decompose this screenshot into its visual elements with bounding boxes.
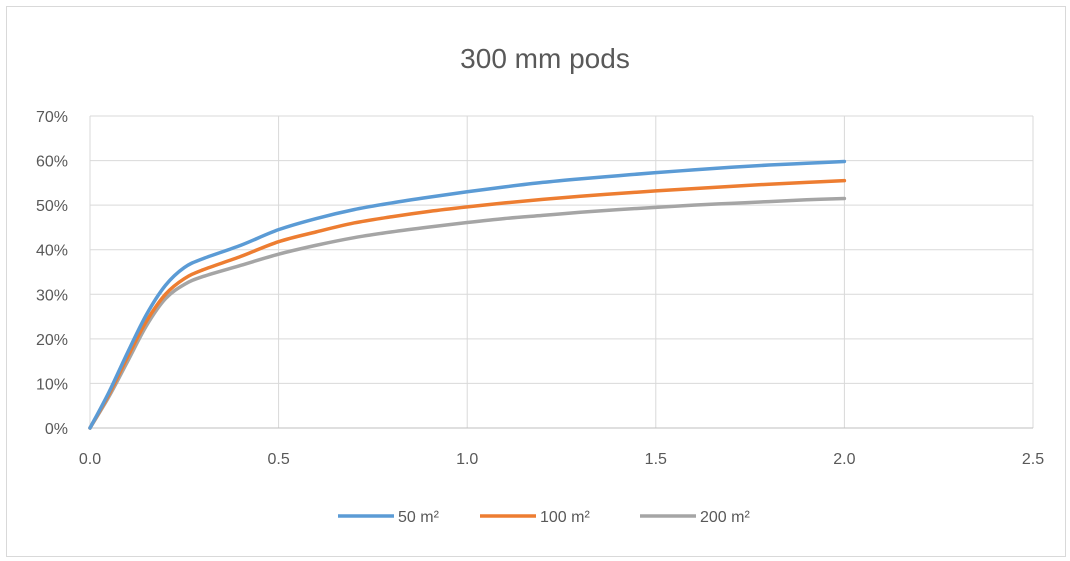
chart-title: 300 mm pods [460, 43, 630, 74]
x-tick-label: 2.0 [833, 451, 855, 468]
y-tick-label: 30% [36, 287, 68, 304]
y-tick-label: 70% [36, 109, 68, 126]
y-tick-label: 40% [36, 243, 68, 260]
y-tick-label: 50% [36, 198, 68, 215]
legend-label: 50 m² [398, 509, 440, 526]
legend-label: 200 m² [700, 509, 750, 526]
legend: 50 m² 100 m² 200 m² [338, 509, 750, 526]
x-tick-label: 0.5 [267, 451, 289, 468]
y-tick-label: 20% [36, 332, 68, 349]
x-tick-label: 1.5 [645, 451, 667, 468]
legend-label: 100 m² [540, 509, 590, 526]
grid [90, 116, 1033, 428]
x-tick-label: 1.0 [456, 451, 478, 468]
y-tick-label: 10% [36, 376, 68, 393]
x-tick-label: 0.0 [79, 451, 101, 468]
axes: 0% 10% 20% 30% 40% 50% 60% 70% 0.0 0.5 1.0 1.5 2.0 2.… [36, 109, 1044, 468]
y-tick-label: 60% [36, 154, 68, 171]
x-tick-label: 2.5 [1022, 451, 1044, 468]
y-tick-label: 0% [45, 421, 68, 438]
